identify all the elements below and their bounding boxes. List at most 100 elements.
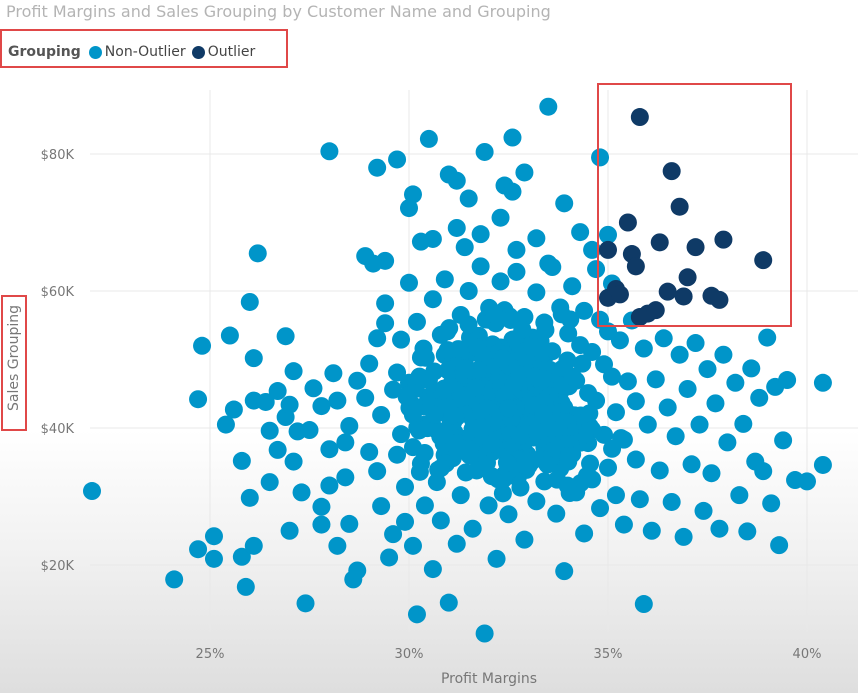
data-point-non-outlier[interactable] bbox=[240, 292, 259, 311]
data-point-non-outlier[interactable] bbox=[527, 283, 546, 302]
data-point-non-outlier[interactable] bbox=[423, 229, 442, 248]
data-point-non-outlier[interactable] bbox=[348, 561, 367, 580]
data-point-non-outlier[interactable] bbox=[340, 514, 359, 533]
data-point-non-outlier[interactable] bbox=[292, 483, 311, 502]
data-point-non-outlier[interactable] bbox=[813, 373, 832, 392]
data-point-non-outlier[interactable] bbox=[591, 148, 610, 167]
data-point-non-outlier[interactable] bbox=[482, 467, 501, 486]
data-point-non-outlier[interactable] bbox=[248, 244, 267, 263]
data-point-non-outlier[interactable] bbox=[459, 315, 478, 334]
data-point-non-outlier[interactable] bbox=[320, 476, 339, 495]
data-point-non-outlier[interactable] bbox=[423, 560, 442, 579]
data-point-non-outlier[interactable] bbox=[410, 462, 429, 481]
data-point-non-outlier[interactable] bbox=[165, 570, 184, 589]
data-point-non-outlier[interactable] bbox=[268, 382, 287, 401]
data-point-non-outlier[interactable] bbox=[396, 477, 415, 496]
data-point-non-outlier[interactable] bbox=[493, 349, 512, 368]
data-point-non-outlier[interactable] bbox=[380, 548, 399, 567]
data-point-non-outlier[interactable] bbox=[400, 199, 418, 218]
data-point-non-outlier[interactable] bbox=[236, 577, 255, 596]
data-point-non-outlier[interactable] bbox=[376, 314, 395, 333]
data-point-non-outlier[interactable] bbox=[487, 549, 506, 568]
data-point-non-outlier[interactable] bbox=[503, 182, 522, 201]
data-point-non-outlier[interactable] bbox=[538, 455, 557, 474]
data-point-non-outlier[interactable] bbox=[416, 348, 435, 367]
data-point-non-outlier[interactable] bbox=[438, 322, 457, 341]
data-point-non-outlier[interactable] bbox=[533, 369, 552, 388]
data-point-non-outlier[interactable] bbox=[435, 379, 454, 398]
data-point-non-outlier[interactable] bbox=[244, 536, 263, 555]
data-point-non-outlier[interactable] bbox=[410, 367, 429, 386]
data-point-non-outlier[interactable] bbox=[447, 218, 466, 237]
data-point-non-outlier[interactable] bbox=[654, 329, 673, 348]
data-point-non-outlier[interactable] bbox=[510, 426, 529, 445]
data-point-non-outlier[interactable] bbox=[372, 497, 391, 516]
data-point-non-outlier[interactable] bbox=[466, 378, 485, 397]
data-point-non-outlier[interactable] bbox=[758, 328, 777, 347]
data-point-non-outlier[interactable] bbox=[320, 440, 339, 459]
data-point-non-outlier[interactable] bbox=[423, 290, 442, 309]
data-point-non-outlier[interactable] bbox=[336, 433, 355, 452]
data-point-non-outlier[interactable] bbox=[471, 257, 490, 276]
data-point-non-outlier[interactable] bbox=[754, 462, 773, 481]
data-point-outlier[interactable] bbox=[670, 197, 689, 216]
data-point-non-outlier[interactable] bbox=[587, 260, 606, 279]
data-point-non-outlier[interactable] bbox=[455, 238, 474, 257]
data-point-non-outlier[interactable] bbox=[527, 229, 546, 248]
data-point-non-outlier[interactable] bbox=[527, 422, 546, 441]
data-point-non-outlier[interactable] bbox=[232, 547, 251, 566]
data-point-non-outlier[interactable] bbox=[618, 372, 637, 391]
legend-item-outlier[interactable]: Outlier bbox=[191, 44, 255, 60]
data-point-non-outlier[interactable] bbox=[304, 379, 323, 398]
data-point-non-outlier[interactable] bbox=[706, 394, 725, 413]
data-point-non-outlier[interactable] bbox=[368, 158, 387, 177]
data-point-non-outlier[interactable] bbox=[403, 536, 422, 555]
data-point-non-outlier[interactable] bbox=[425, 405, 444, 424]
data-point-non-outlier[interactable] bbox=[798, 472, 816, 491]
data-point-non-outlier[interactable] bbox=[260, 421, 279, 440]
data-point-non-outlier[interactable] bbox=[388, 445, 407, 464]
data-point-non-outlier[interactable] bbox=[376, 294, 395, 313]
data-point-non-outlier[interactable] bbox=[778, 371, 797, 390]
data-point-non-outlier[interactable] bbox=[742, 359, 761, 378]
data-point-non-outlier[interactable] bbox=[549, 418, 568, 437]
data-point-non-outlier[interactable] bbox=[296, 594, 315, 613]
data-point-non-outlier[interactable] bbox=[583, 240, 602, 259]
data-point-non-outlier[interactable] bbox=[336, 468, 355, 487]
data-point-non-outlier[interactable] bbox=[431, 511, 450, 530]
data-point-non-outlier[interactable] bbox=[702, 464, 721, 483]
data-point-non-outlier[interactable] bbox=[539, 97, 558, 116]
data-point-non-outlier[interactable] bbox=[674, 527, 693, 546]
data-point-non-outlier[interactable] bbox=[400, 273, 418, 292]
data-point-outlier[interactable] bbox=[686, 238, 705, 257]
data-point-non-outlier[interactable] bbox=[536, 320, 555, 339]
data-point-non-outlier[interactable] bbox=[738, 522, 757, 541]
data-point-non-outlier[interactable] bbox=[498, 454, 517, 473]
data-point-non-outlier[interactable] bbox=[392, 425, 411, 444]
data-point-non-outlier[interactable] bbox=[276, 327, 295, 346]
data-point-non-outlier[interactable] bbox=[690, 415, 709, 434]
data-point-non-outlier[interactable] bbox=[710, 519, 729, 538]
data-point-non-outlier[interactable] bbox=[397, 387, 416, 406]
data-point-non-outlier[interactable] bbox=[415, 496, 434, 515]
data-point-non-outlier[interactable] bbox=[439, 593, 458, 612]
data-point-non-outlier[interactable] bbox=[451, 486, 470, 505]
data-point-non-outlier[interactable] bbox=[459, 282, 478, 300]
data-point-non-outlier[interactable] bbox=[603, 439, 622, 458]
data-point-non-outlier[interactable] bbox=[320, 142, 339, 161]
data-point-non-outlier[interactable] bbox=[284, 362, 303, 381]
data-point-non-outlier[interactable] bbox=[384, 380, 403, 399]
data-point-non-outlier[interactable] bbox=[491, 208, 510, 227]
data-point-outlier[interactable] bbox=[650, 233, 669, 252]
data-point-non-outlier[interactable] bbox=[396, 512, 415, 531]
data-point-non-outlier[interactable] bbox=[626, 450, 645, 469]
data-point-non-outlier[interactable] bbox=[694, 501, 713, 520]
data-point-non-outlier[interactable] bbox=[563, 367, 582, 386]
data-point-outlier[interactable] bbox=[630, 108, 649, 127]
data-point-non-outlier[interactable] bbox=[216, 415, 235, 434]
data-point-non-outlier[interactable] bbox=[348, 371, 367, 390]
data-point-non-outlier[interactable] bbox=[388, 150, 407, 169]
data-point-non-outlier[interactable] bbox=[189, 540, 208, 559]
data-point-non-outlier[interactable] bbox=[634, 339, 653, 358]
data-point-non-outlier[interactable] bbox=[280, 395, 299, 414]
